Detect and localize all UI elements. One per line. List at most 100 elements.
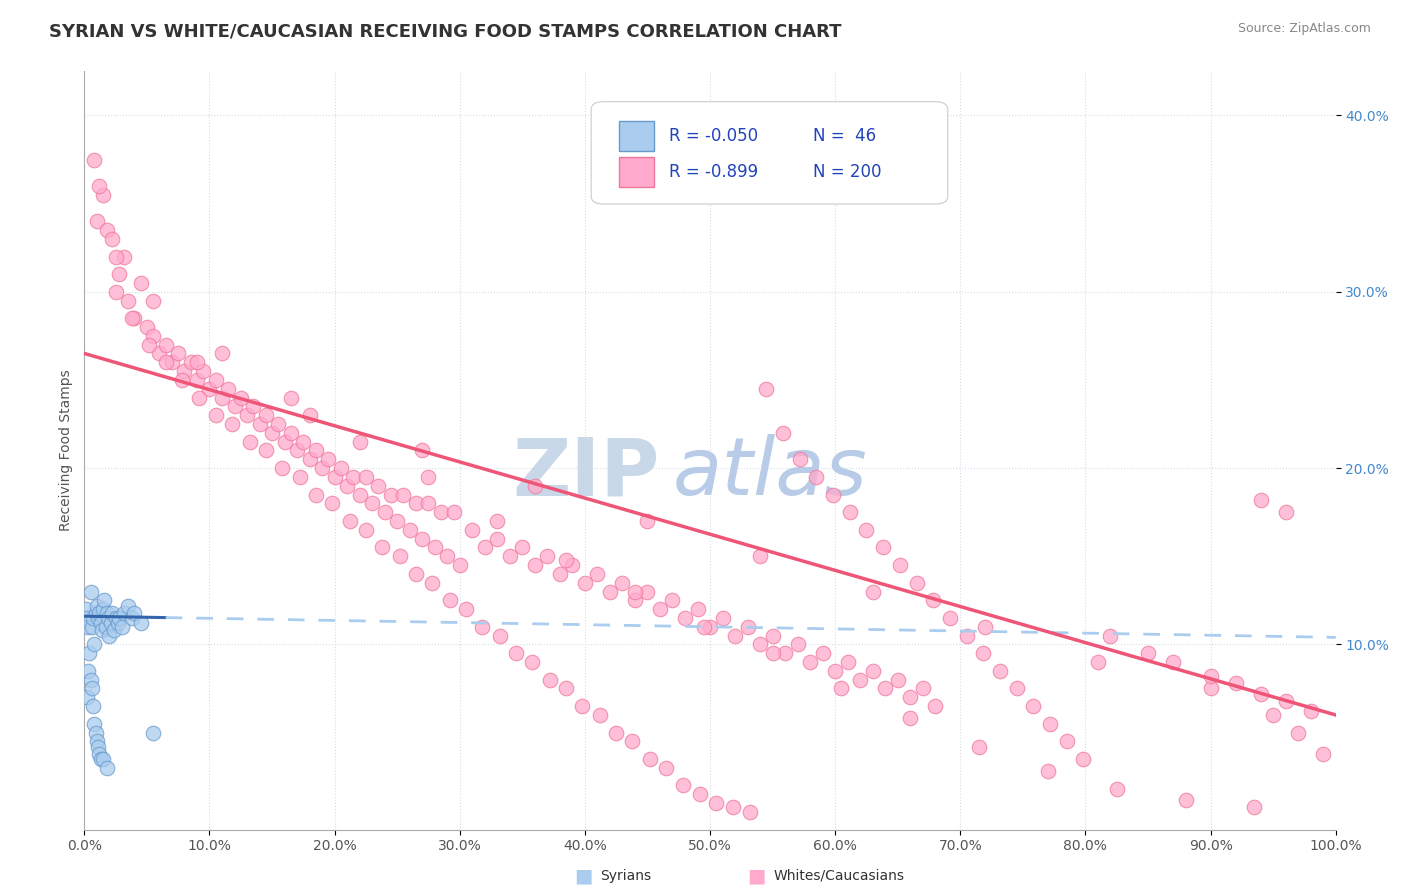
Point — [254, 408, 277, 422]
Point — [129, 276, 152, 290]
Point — [638, 752, 661, 766]
Text: atlas: atlas — [672, 434, 868, 512]
Text: R = -0.050: R = -0.050 — [669, 127, 758, 145]
Point — [198, 382, 221, 396]
Point — [339, 514, 361, 528]
Point — [342, 470, 364, 484]
Point — [121, 311, 143, 326]
Point — [160, 355, 183, 369]
Point — [749, 549, 772, 564]
Point — [204, 373, 226, 387]
Point — [89, 747, 111, 761]
FancyBboxPatch shape — [619, 120, 654, 151]
Point — [1225, 676, 1247, 690]
Point — [117, 293, 139, 308]
Point — [336, 479, 359, 493]
Point — [724, 629, 747, 643]
Point — [806, 470, 828, 484]
Point — [875, 681, 897, 696]
Point — [204, 408, 226, 422]
Point — [349, 487, 371, 501]
Point — [887, 673, 910, 687]
Point — [385, 514, 409, 528]
Point — [374, 505, 396, 519]
Point — [101, 232, 124, 246]
Point — [280, 425, 302, 440]
Point — [486, 532, 509, 546]
Point — [148, 346, 170, 360]
Point — [104, 250, 127, 264]
Point — [305, 487, 328, 501]
Point — [548, 566, 571, 581]
Point — [367, 479, 389, 493]
Point — [285, 443, 308, 458]
Point — [974, 620, 997, 634]
Point — [90, 616, 112, 631]
Point — [536, 549, 558, 564]
Text: ZIP: ZIP — [513, 434, 659, 512]
Point — [129, 616, 152, 631]
Point — [229, 391, 252, 405]
Point — [186, 373, 208, 387]
Point — [280, 391, 302, 405]
Point — [298, 452, 321, 467]
Point — [523, 479, 546, 493]
Point — [862, 664, 884, 678]
Point — [1161, 655, 1184, 669]
Point — [97, 611, 120, 625]
Point — [436, 549, 458, 564]
Point — [267, 417, 290, 431]
Point — [939, 611, 962, 625]
Point — [361, 496, 384, 510]
Point — [354, 523, 377, 537]
Point — [104, 285, 127, 299]
Point — [112, 606, 135, 620]
Point — [671, 779, 693, 793]
Point — [571, 699, 593, 714]
Point — [80, 620, 103, 634]
Point — [329, 461, 352, 475]
Text: N =  46: N = 46 — [813, 127, 876, 145]
Point — [86, 734, 108, 748]
Point — [96, 606, 118, 620]
Point — [155, 355, 177, 369]
FancyBboxPatch shape — [591, 102, 948, 204]
Point — [76, 690, 98, 705]
Point — [955, 629, 977, 643]
Point — [624, 584, 647, 599]
Point — [1250, 492, 1272, 507]
Point — [418, 470, 440, 484]
Point — [499, 549, 522, 564]
Point — [103, 624, 125, 638]
Point — [538, 673, 561, 687]
Point — [1250, 687, 1272, 701]
Point — [94, 620, 117, 634]
Point — [298, 408, 321, 422]
Point — [1274, 505, 1296, 519]
Point — [988, 664, 1011, 678]
Point — [512, 541, 534, 555]
Point — [238, 434, 260, 449]
Point — [217, 382, 239, 396]
Point — [75, 602, 97, 616]
Point — [811, 646, 834, 660]
Point — [167, 346, 190, 360]
Point — [898, 690, 921, 705]
Point — [967, 739, 990, 754]
FancyBboxPatch shape — [619, 157, 654, 187]
Point — [111, 620, 134, 634]
Point — [321, 496, 343, 510]
Point — [1022, 699, 1045, 714]
Point — [911, 681, 934, 696]
Point — [522, 655, 544, 669]
Point — [755, 382, 778, 396]
Point — [786, 637, 808, 651]
Point — [418, 496, 440, 510]
Point — [142, 725, 165, 739]
Point — [749, 637, 772, 651]
Point — [90, 752, 112, 766]
Point — [91, 187, 114, 202]
Point — [1039, 716, 1062, 731]
Point — [1199, 681, 1222, 696]
Point — [471, 620, 494, 634]
